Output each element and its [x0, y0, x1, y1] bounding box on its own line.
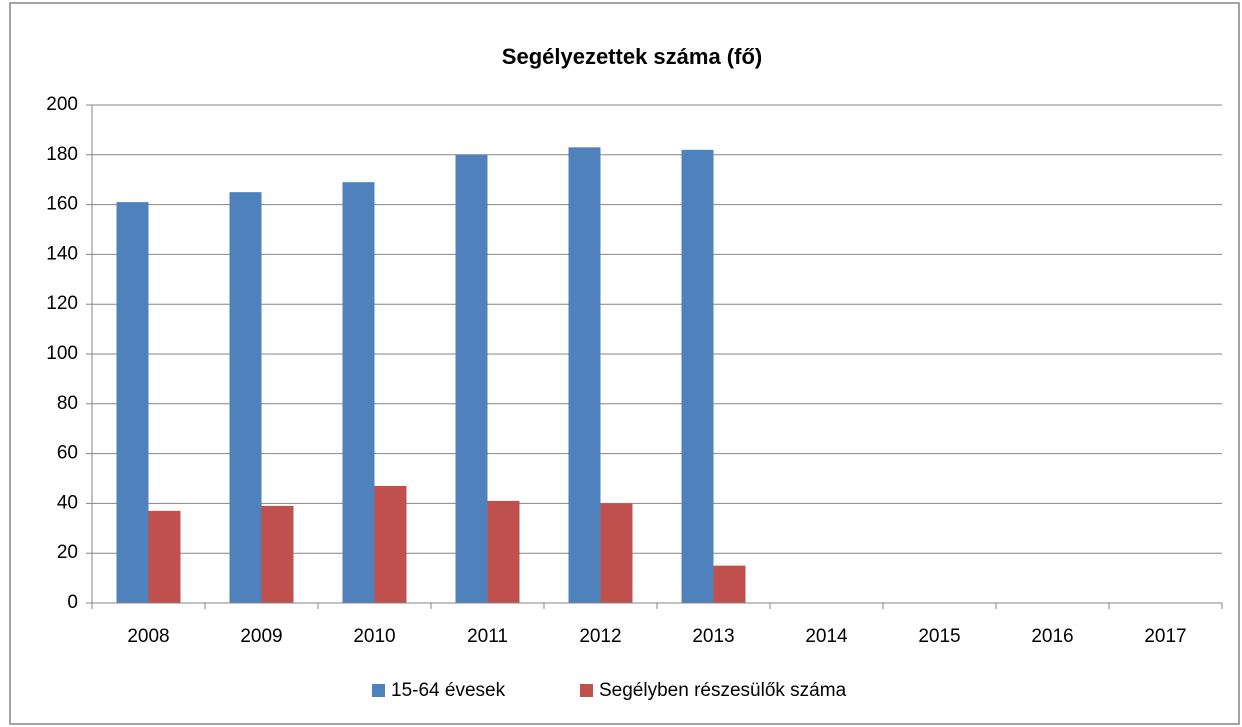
y-tick-label: 140 — [46, 243, 78, 264]
x-tick-label: 2014 — [805, 626, 848, 647]
y-tick-label: 60 — [57, 443, 78, 464]
bar — [568, 147, 601, 603]
y-tick-label: 180 — [46, 144, 78, 165]
x-tick-label: 2012 — [579, 626, 621, 647]
bar — [374, 485, 407, 603]
x-tick-label: 2008 — [127, 626, 169, 647]
legend-swatch — [372, 684, 385, 697]
x-tick-label: 2011 — [467, 626, 508, 647]
bar — [681, 149, 714, 603]
legend-swatch — [580, 684, 593, 697]
bar — [261, 505, 294, 603]
chart-title: Segélyezettek száma (fő) — [502, 44, 762, 69]
y-tick-label: 0 — [67, 592, 78, 613]
bar — [148, 510, 181, 603]
chart-border — [9, 2, 1240, 725]
x-tick-label: 2017 — [1144, 626, 1186, 647]
y-tick-label: 20 — [57, 542, 78, 563]
y-tick-label: 200 — [46, 94, 78, 115]
bar — [116, 202, 149, 604]
y-tick-label: 40 — [57, 492, 78, 513]
legend-label: Segélyben részesülők száma — [599, 680, 847, 701]
x-tick-label: 2010 — [353, 626, 395, 647]
x-tick-label: 2013 — [692, 626, 734, 647]
bar — [342, 182, 375, 603]
bar — [600, 503, 633, 603]
bar — [713, 565, 746, 603]
bar — [455, 154, 488, 604]
y-tick-label: 160 — [46, 194, 78, 215]
legend-label: 15-64 évesek — [391, 680, 506, 701]
x-tick-label: 2015 — [918, 626, 960, 647]
x-tick-label: 2016 — [1031, 626, 1073, 647]
x-tick-label: 2009 — [240, 626, 282, 647]
y-tick-label: 120 — [46, 293, 78, 314]
y-tick-label: 80 — [57, 393, 78, 414]
y-tick-label: 100 — [46, 343, 78, 364]
bar — [229, 192, 262, 603]
bar — [487, 500, 520, 603]
